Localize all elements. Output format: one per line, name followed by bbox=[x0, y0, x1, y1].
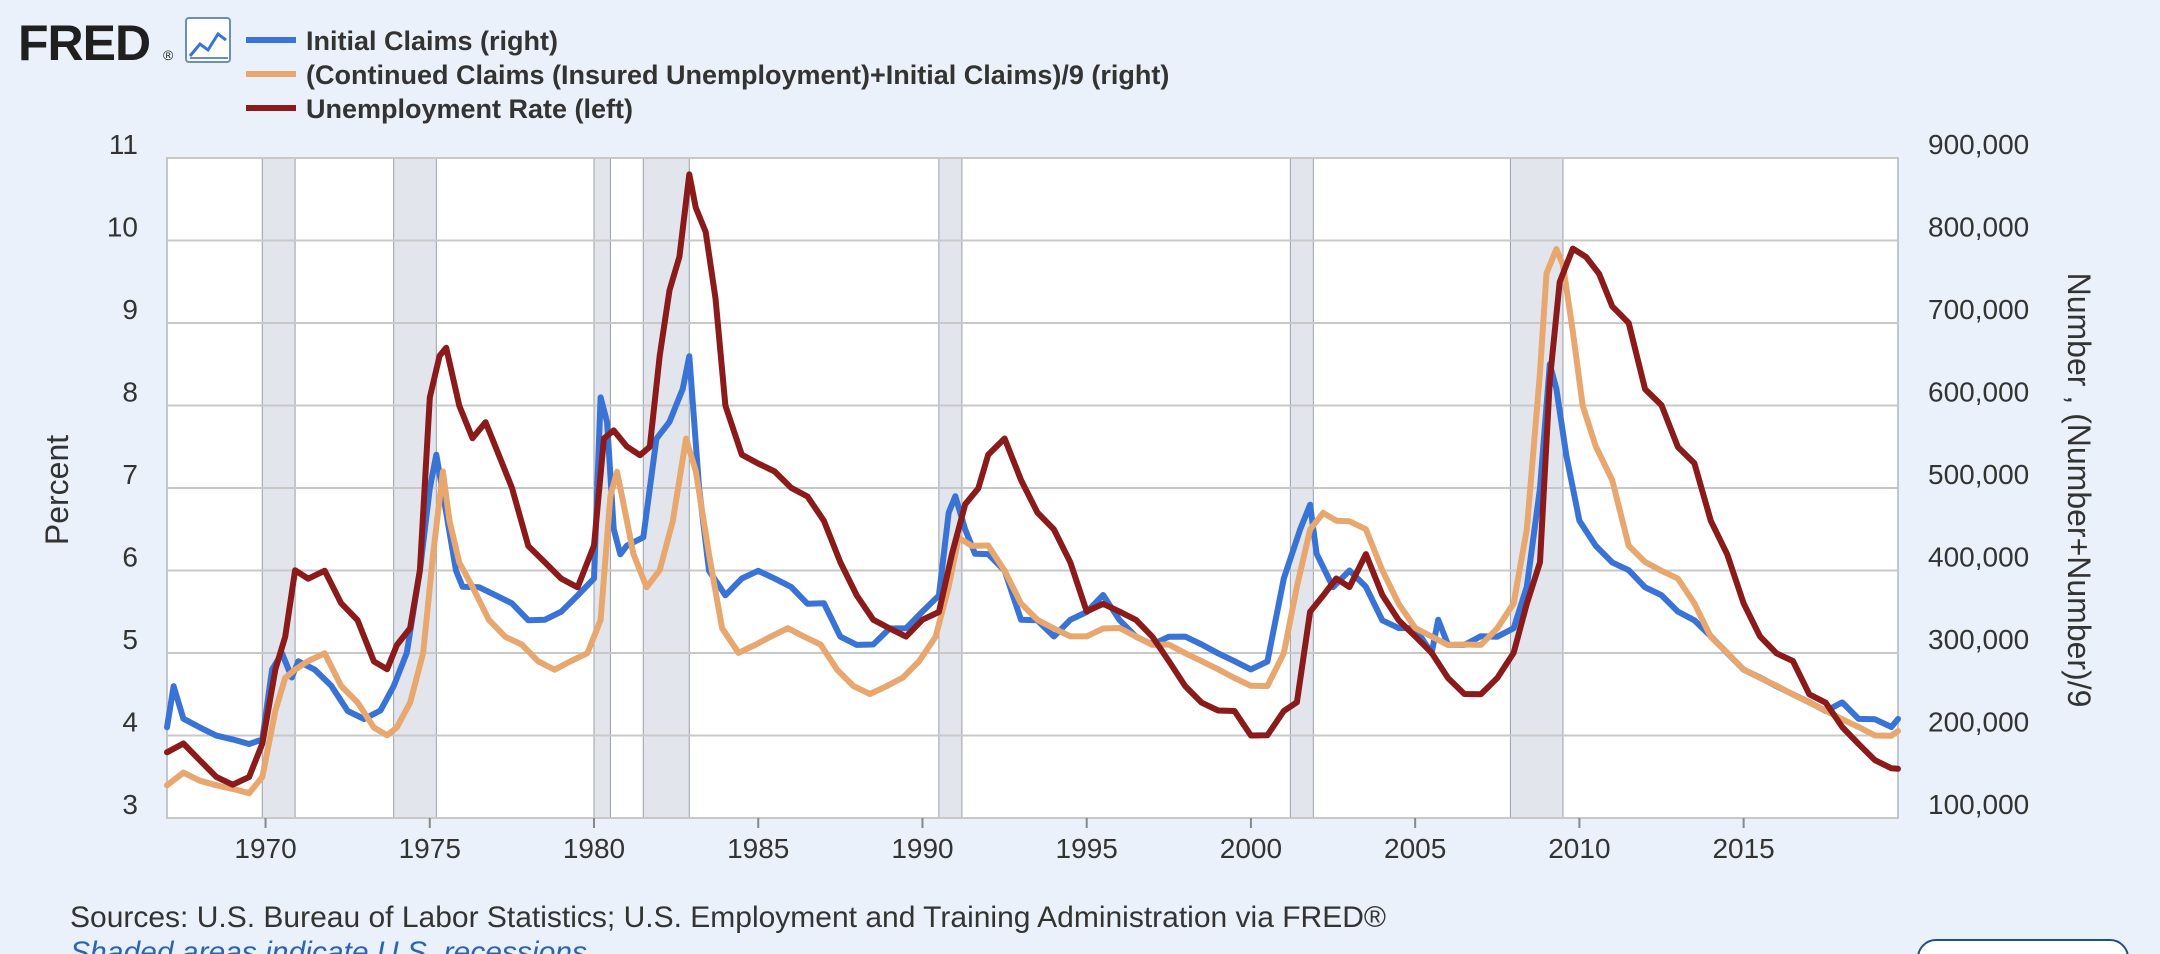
y-right-tick-label: 200,000 bbox=[1928, 707, 2029, 738]
y-right-tick-label: 600,000 bbox=[1928, 377, 2029, 408]
x-tick-label: 1995 bbox=[1056, 833, 1118, 864]
y-right-tick-label: 100,000 bbox=[1928, 789, 2029, 820]
y-left-tick-label: 8 bbox=[122, 377, 138, 408]
legend-label-unemployment-rate: Unemployment Rate (left) bbox=[306, 94, 633, 124]
legend: Initial Claims (right) (Continued Claims… bbox=[246, 26, 1169, 124]
x-tick-label: 2015 bbox=[1712, 833, 1774, 864]
y-right-tick-label: 300,000 bbox=[1928, 624, 2029, 655]
y-left-tick-label: 4 bbox=[122, 707, 138, 738]
y-left-tick-label: 11 bbox=[109, 129, 138, 160]
legend-item-continued-claims[interactable]: (Continued Claims (Insured Unemployment)… bbox=[246, 60, 1169, 90]
y-left-tick-label: 7 bbox=[122, 459, 138, 490]
y-right-tick-label: 700,000 bbox=[1928, 294, 2029, 325]
legend-item-unemployment-rate[interactable]: Unemployment Rate (left) bbox=[246, 94, 633, 124]
y-left-tick-label: 5 bbox=[122, 624, 138, 655]
line-chart-icon bbox=[185, 17, 231, 63]
y-right-tick-label: 900,000 bbox=[1928, 129, 2029, 160]
logo-registered-mark: ® bbox=[163, 47, 174, 63]
legend-item-initial-claims[interactable]: Initial Claims (right) bbox=[246, 26, 558, 56]
x-tick-label: 2000 bbox=[1220, 833, 1282, 864]
y-axis-left: 3 4 5 6 7 8 9 10 11 bbox=[107, 129, 138, 820]
sources-note: Sources: U.S. Bureau of Labor Statistics… bbox=[70, 901, 1386, 934]
y-left-tick-label: 6 bbox=[122, 542, 138, 573]
series-line-continued-claims bbox=[164, 246, 1901, 797]
y-left-tick-label: 10 bbox=[107, 212, 138, 243]
logo-text: FRED bbox=[18, 15, 150, 71]
x-tick-label: 1970 bbox=[234, 833, 296, 864]
y-axis-right-label: Number , (Number+Number)/9 bbox=[2061, 273, 2097, 708]
legend-label-initial-claims: Initial Claims (right) bbox=[306, 26, 558, 56]
y-left-tick-label: 9 bbox=[122, 294, 138, 325]
fred-logo[interactable]: FRED ® bbox=[18, 15, 174, 71]
series-line-unemployment-rate bbox=[164, 171, 1901, 788]
x-tick-label: 1985 bbox=[727, 833, 789, 864]
action-button[interactable] bbox=[1917, 939, 2129, 954]
y-left-tick-label: 3 bbox=[122, 789, 138, 820]
legend-label-continued-claims: (Continued Claims (Insured Unemployment)… bbox=[306, 60, 1169, 90]
x-tick-label: 1980 bbox=[563, 833, 625, 864]
y-right-tick-label: 500,000 bbox=[1928, 459, 2029, 490]
y-right-tick-label: 400,000 bbox=[1928, 542, 2029, 573]
y-right-tick-label: 800,000 bbox=[1928, 212, 2029, 243]
x-axis: 1970 1975 1980 1985 1990 1995 2000 2005 2010 2015 bbox=[234, 818, 1775, 864]
x-tick-label: 2005 bbox=[1384, 833, 1446, 864]
series-lines bbox=[164, 171, 1901, 797]
y-axis-left-label: Percent bbox=[39, 435, 75, 545]
x-tick-label: 1975 bbox=[399, 833, 461, 864]
x-tick-label: 2010 bbox=[1548, 833, 1610, 864]
x-tick-label: 1990 bbox=[891, 833, 953, 864]
y-axis-right: 100,000 200,000 300,000 400,000 500,000 600,0… bbox=[1928, 129, 2029, 820]
shaded-areas-link[interactable]: Shaded areas indicate U.S. recessions bbox=[70, 936, 587, 954]
